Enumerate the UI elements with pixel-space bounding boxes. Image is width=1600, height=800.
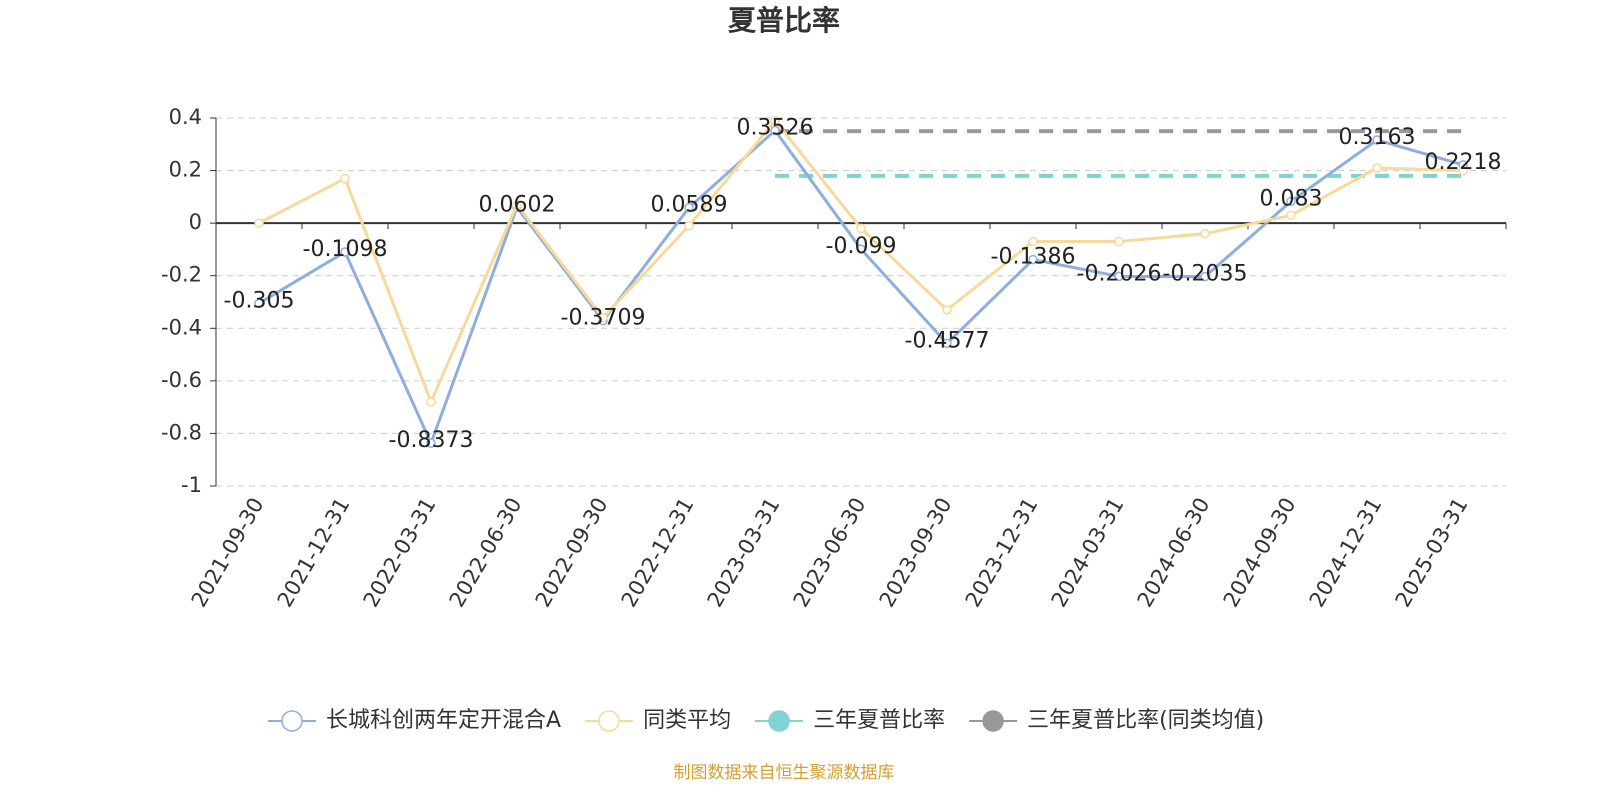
point — [1028, 254, 1038, 265]
data-label: -0.305 — [224, 288, 295, 313]
y-tick-label: 0.4 — [169, 105, 202, 129]
data-label: -0.1386 — [991, 245, 1076, 270]
x-tick-label: 2022-09-30 — [531, 494, 613, 612]
point — [770, 115, 780, 126]
line — [258, 118, 1464, 406]
data-label: -0.4577 — [905, 328, 990, 353]
legend-marker — [598, 710, 620, 732]
data-label: -0.2035 — [1163, 262, 1248, 287]
point — [1286, 196, 1296, 207]
data-label: 0.3163 — [1339, 125, 1416, 150]
legend-label: 三年夏普比率(同类均值) — [1027, 708, 1264, 733]
legend-item: 同类平均 — [585, 708, 731, 733]
point — [340, 247, 350, 257]
x-tick-label: 2021-09-30 — [187, 494, 269, 612]
point — [856, 223, 866, 234]
data-label: 0.083 — [1260, 186, 1323, 211]
y-tick-label: -0.4 — [161, 315, 202, 339]
data-label: 0.0589 — [651, 193, 728, 218]
point — [770, 125, 780, 136]
point — [426, 397, 436, 407]
data-label: 0.2218 — [1425, 150, 1502, 175]
legend-label: 长城科创两年定开混合A — [326, 708, 561, 733]
x-tick-label: 2023-09-30 — [875, 494, 957, 612]
y-tick-label: -0.6 — [161, 368, 202, 392]
point — [1200, 271, 1210, 282]
y-tick-label: -1 — [181, 473, 202, 497]
data-label: -0.3709 — [561, 306, 646, 331]
point — [1114, 236, 1124, 247]
data-label: -0.1098 — [303, 237, 388, 262]
data-label: 0.3526 — [737, 115, 814, 140]
point — [942, 305, 952, 315]
legend-marker — [982, 710, 1004, 732]
x-tick-label: 2023-12-31 — [961, 494, 1043, 612]
y-tick-label: 0 — [189, 210, 202, 234]
legend-item: 三年夏普比率 — [755, 708, 945, 733]
x-tick-label: 2024-06-30 — [1133, 494, 1215, 612]
footer: 制图数据来自恒生聚源数据库 — [674, 763, 895, 783]
y-tick-label: -0.2 — [161, 263, 202, 287]
y-tick-label: 0.2 — [169, 158, 202, 182]
point — [1372, 135, 1382, 145]
legend-marker — [768, 710, 790, 732]
x-tick-label: 2023-06-30 — [789, 494, 871, 612]
point — [340, 173, 350, 184]
legend-marker — [281, 710, 303, 732]
point — [426, 438, 436, 448]
x-tick-label: 2022-06-30 — [445, 494, 527, 612]
point — [254, 218, 264, 228]
point — [684, 202, 694, 213]
x-tick-label: 2024-03-31 — [1047, 494, 1129, 612]
point — [1458, 165, 1468, 176]
point — [1286, 210, 1296, 221]
legend-item: 三年夏普比率(同类均值) — [969, 708, 1264, 733]
point — [598, 313, 608, 323]
chart-title: 夏普比率 — [728, 4, 840, 37]
point — [1372, 163, 1382, 173]
data-label: -0.2026 — [1077, 261, 1162, 286]
x-tick-label: 2024-09-30 — [1219, 494, 1301, 612]
point — [1114, 271, 1124, 282]
point — [1200, 228, 1210, 239]
legend-label: 同类平均 — [643, 708, 731, 733]
data-label: -0.099 — [826, 234, 897, 259]
point — [942, 338, 952, 349]
legend-label: 三年夏普比率 — [813, 708, 945, 733]
x-tick-label: 2024-12-31 — [1305, 494, 1387, 612]
legend-item: 长城科创两年定开混合A — [268, 708, 561, 733]
y-tick-label: -0.8 — [161, 420, 202, 444]
point — [512, 199, 522, 210]
point — [254, 298, 264, 309]
x-tick-label: 2021-12-31 — [273, 494, 355, 612]
data-label: 0.0602 — [479, 192, 556, 217]
x-tick-label: 2022-03-31 — [359, 494, 441, 612]
x-tick-label: 2022-12-31 — [617, 494, 699, 612]
data-label: -0.8373 — [389, 428, 474, 453]
x-tick-label: 2025-03-31 — [1391, 494, 1473, 612]
point — [684, 221, 694, 231]
point — [1028, 236, 1038, 247]
point — [856, 244, 866, 254]
x-tick-label: 2023-03-31 — [703, 494, 785, 612]
